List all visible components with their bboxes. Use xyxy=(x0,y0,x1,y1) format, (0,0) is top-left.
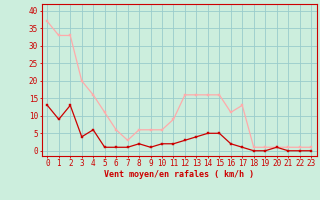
X-axis label: Vent moyen/en rafales ( km/h ): Vent moyen/en rafales ( km/h ) xyxy=(104,170,254,179)
